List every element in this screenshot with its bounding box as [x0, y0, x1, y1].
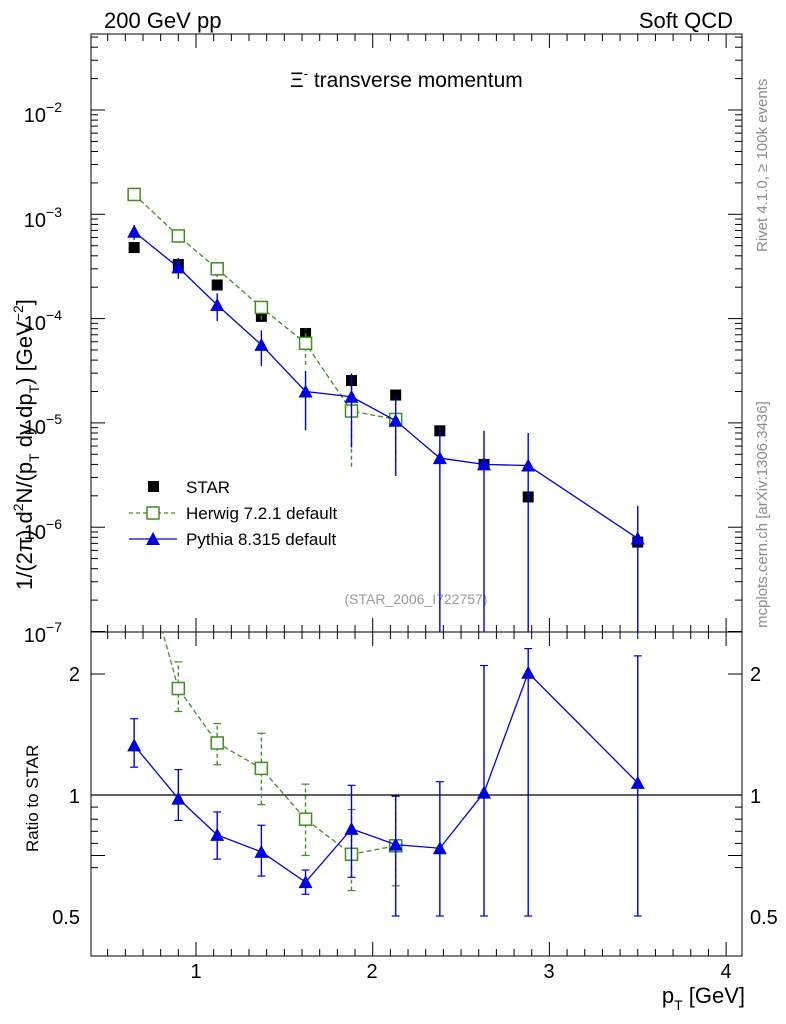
pythia-ratio-point — [477, 785, 492, 799]
pythia-ratio-point — [171, 791, 186, 805]
star-point — [211, 279, 223, 291]
x-tick-label-3: 3 — [543, 961, 554, 983]
pythia-ratio-point — [432, 841, 447, 855]
x-tick-label-4: 4 — [720, 961, 731, 983]
main-y-axis-label: 1/(2π) d2N/(pT dy dpT) [GeV−2] — [10, 299, 42, 590]
herwig-ratio-point — [254, 761, 269, 776]
header-right: Soft QCD — [639, 8, 733, 33]
pythia-ratio-point — [344, 821, 359, 835]
pythia-ratio-point — [127, 738, 142, 752]
pythia-point — [254, 337, 269, 351]
herwig-point — [171, 229, 186, 243]
pythia-ratio-line — [133, 671, 639, 883]
y-tick-label-1e-6: 10−6 — [24, 516, 62, 544]
y-tick-label-1e-4: 10−4 — [24, 307, 62, 335]
plot-title: Ξ- transverse momentum — [290, 66, 523, 92]
pythia-point — [477, 457, 492, 471]
ratio-y-axis-label: Ratio to STAR — [23, 745, 42, 852]
rivet-label: Rivet 4.1.0, ≥ 100k events — [754, 79, 771, 252]
y-tick-label-1e-3: 10−3 — [24, 204, 62, 232]
axis-ticks — [91, 34, 742, 956]
ratio-y-tick-label-right-0.5: 0.5 — [750, 907, 778, 929]
herwig-point — [254, 300, 269, 315]
star-point — [128, 242, 140, 254]
pythia-point — [388, 413, 403, 427]
analysis-watermark: (STAR_2006_I722757) — [345, 591, 488, 607]
pythia-point — [210, 298, 225, 312]
star-point — [390, 389, 402, 401]
x-tick-label-2: 2 — [366, 961, 377, 983]
ratio-y-tick-label-2: 2 — [69, 664, 80, 686]
pythia-ratio-point — [521, 665, 536, 679]
herwig-point — [298, 336, 313, 351]
ratio-plot-area — [91, 523, 742, 917]
legend-herwig-marker — [146, 506, 160, 520]
legend-pythia-label: Pythia 8.315 default — [186, 530, 337, 549]
pythia-ratio-point — [388, 837, 403, 851]
pythia-point — [298, 384, 313, 398]
pythia-point — [432, 451, 447, 465]
pythia-point — [521, 458, 536, 472]
legend: STAR Herwig 7.2.1 default Pythia 8.315 d… — [129, 478, 337, 549]
ratio-y-tick-label-right-1: 1 — [750, 786, 761, 808]
x-axis-label: pT [GeV] — [662, 983, 745, 1013]
pythia-ratio-point — [210, 827, 225, 841]
herwig-point — [127, 187, 141, 202]
ratio-plot-frame — [90, 631, 743, 957]
herwig-ratio-point — [298, 812, 313, 826]
herwig-ratio-point — [171, 681, 186, 696]
pythia-point — [171, 260, 186, 274]
legend-star-label: STAR — [186, 478, 230, 497]
ratio-y-tick-label-1: 1 — [69, 786, 80, 808]
main-plot-area — [127, 187, 645, 632]
pythia-point — [630, 531, 645, 545]
ratio-y-tick-label-0.5: 0.5 — [52, 907, 80, 929]
y-tick-label-1e-2: 10−2 — [24, 99, 62, 127]
pythia-ratio-point — [254, 844, 269, 858]
herwig-point — [210, 262, 224, 276]
legend-pythia-marker — [146, 532, 160, 545]
header-left: 200 GeV pp — [104, 8, 221, 33]
pythia-ratio-point — [630, 775, 645, 789]
pythia-point — [127, 224, 142, 238]
herwig-ratio-point — [210, 736, 224, 750]
y-tick-label-1e-5: 10−5 — [24, 411, 62, 439]
source-label: mcplots.cern.ch [arXiv:1306.3436] — [754, 401, 771, 628]
x-tick-label-1: 1 — [190, 961, 201, 983]
ratio-y-tick-label-right-2: 2 — [750, 664, 761, 686]
herwig-ratio-point — [128, 523, 140, 535]
legend-herwig-label: Herwig 7.2.1 default — [186, 504, 337, 523]
pythia-point — [344, 389, 359, 403]
pythia-ratio-point — [298, 875, 313, 889]
y-tick-label-1e-7: 10−7 — [24, 619, 62, 647]
legend-star-marker — [148, 481, 159, 492]
